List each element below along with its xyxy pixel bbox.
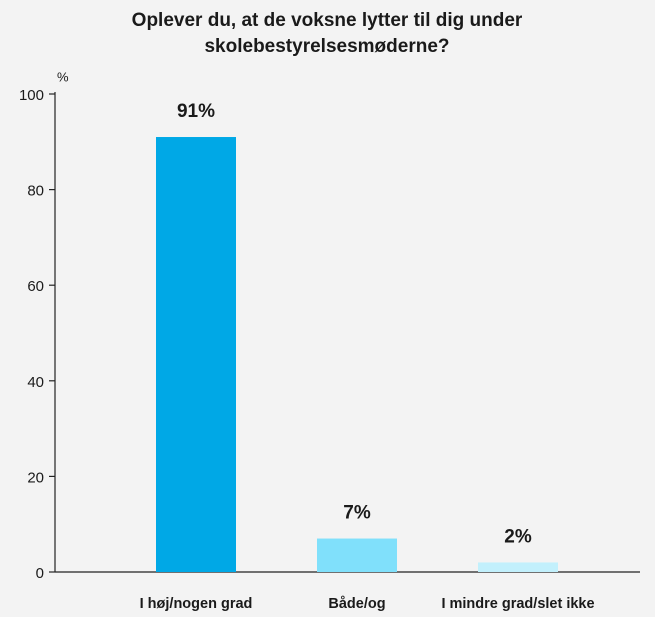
bar [317,538,397,572]
bar [156,137,236,572]
y-tick-label: 80 [27,183,44,200]
bar [478,562,558,572]
y-tick-label: 100 [19,87,44,104]
y-axis-unit: % [57,69,69,84]
y-tick-label: 40 [27,374,44,391]
value-label: 91% [177,101,215,122]
x-tick-label: I høj/nogen grad [140,596,253,612]
y-tick-label: 60 [27,278,44,295]
y-tick-label: 20 [27,469,44,486]
x-tick-label: I mindre grad/slet ikke [441,596,594,612]
value-label: 7% [343,503,371,524]
value-label: 2% [504,526,532,547]
chart-title: Oplever du, at de voksne lytter til dig … [131,10,523,57]
y-tick-label: 0 [36,565,44,582]
x-tick-label: Både/og [328,596,385,612]
